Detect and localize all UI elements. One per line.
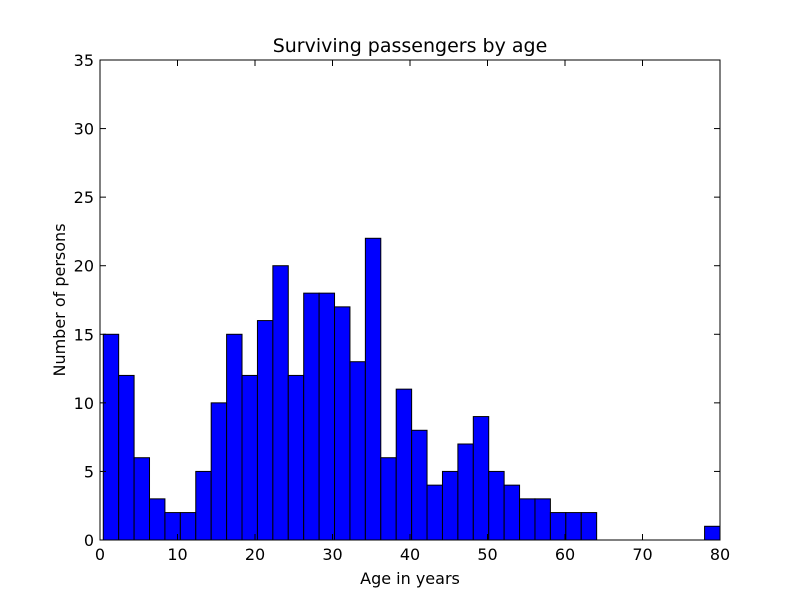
bar-bin-14 [318,292,336,541]
bar-bin-20 [411,429,428,541]
bar-bin-8 [226,333,243,541]
x-axis-title: Age in years [360,569,460,588]
bar-bin-9 [241,374,258,541]
bar-bin-17 [364,237,382,541]
bar-bin-39 [704,525,721,541]
x-tick-label: 40 [400,545,420,564]
bar-bin-3 [149,498,166,541]
bar-bin-11 [272,265,289,541]
y-tick-label: 0 [84,531,94,550]
bar-bin-25 [488,470,505,541]
bar-bin-2 [133,457,151,541]
y-tick-label: 20 [74,257,94,276]
bar-bin-19 [395,388,413,541]
bar-bin-27 [519,498,536,541]
x-tick-label: 50 [477,545,497,564]
y-tick-label: 5 [84,462,94,481]
bar-bin-7 [210,402,228,541]
x-tick-label: 0 [95,545,105,564]
x-tick-label: 60 [555,545,575,564]
bar-bin-23 [457,443,474,541]
bar-bin-18 [380,457,397,541]
bar-bin-21 [426,484,443,541]
x-axis-ticks: 0 10 20 30 40 50 60 70 80 [95,60,730,564]
bar-bin-24 [472,416,490,541]
x-tick-label: 30 [322,545,342,564]
bar-bin-16 [349,361,366,541]
bar-bin-5 [179,512,197,541]
y-tick-label: 25 [74,188,94,207]
x-tick-label: 80 [710,545,730,564]
x-tick-label: 20 [245,545,265,564]
bar-bin-15 [334,306,351,541]
bar-bin-1 [118,374,135,541]
bar-bin-10 [256,320,274,541]
bar-bin-30 [565,512,582,541]
bar-bin-0 [102,333,120,541]
x-tick-label: 70 [632,545,652,564]
y-tick-label: 35 [74,51,94,70]
bar-bin-29 [549,512,567,541]
y-tick-label: 10 [74,394,94,413]
y-axis-title: Number of persons [50,223,69,376]
bar-bin-13 [303,292,320,541]
x-tick-label: 10 [167,545,187,564]
bar-bin-26 [503,484,521,541]
y-tick-label: 15 [74,325,94,344]
bar-bin-22 [441,470,459,541]
y-axis-ticks: 0 5 10 15 20 25 30 35 [74,51,720,550]
bar-bin-4 [164,512,181,541]
bar-bin-31 [580,512,598,541]
bar-bin-6 [195,470,212,541]
y-tick-label: 30 [74,120,94,139]
bar-bin-28 [534,498,551,541]
chart-title: Surviving passengers by age [273,35,548,57]
bar-bin-12 [287,374,305,541]
